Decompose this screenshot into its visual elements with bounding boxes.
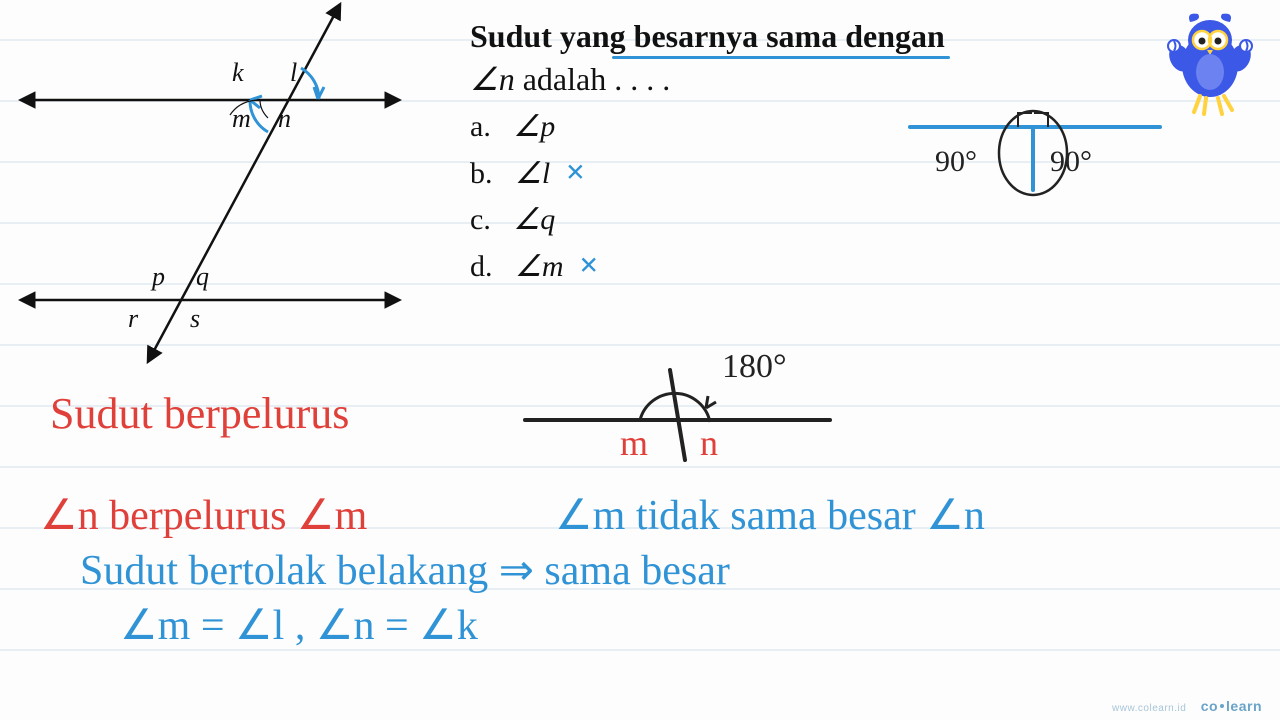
label-n: n [278, 104, 291, 134]
question-line2-after: adalah . . . . [515, 61, 671, 97]
label-q: q [196, 262, 209, 292]
note-berpelurus: Sudut berpelurus [50, 388, 349, 439]
label-k: k [232, 58, 244, 88]
option-b: b. ∠l × [470, 150, 598, 197]
x-mark-icon: × [566, 150, 585, 196]
footer: www.colearn.id colearn [1112, 698, 1262, 714]
question-line1: Sudut yang besarnya sama dengan [470, 18, 945, 55]
underline-icon [612, 56, 950, 59]
mascot-owl-icon [1160, 10, 1260, 120]
label-r: r [128, 304, 138, 334]
mini-n: n [700, 422, 718, 464]
mini-m: m [620, 422, 648, 464]
stage: k l m n p q r s Sudut yang besarnya sama… [0, 0, 1280, 720]
label-p: p [152, 262, 165, 292]
option-d: d. ∠m × [470, 243, 598, 290]
x-mark-icon-2: × [579, 243, 598, 289]
footer-url: www.colearn.id [1112, 703, 1186, 714]
ninety-left: 90° [935, 145, 977, 179]
label-m: m [232, 104, 251, 134]
mini-180-svg [510, 350, 850, 480]
question-angle-n: ∠n [470, 61, 515, 97]
option-a: a. ∠p [470, 104, 598, 150]
note-tidak-sama: ∠m tidak sama besar ∠n [555, 490, 985, 540]
label-s: s [190, 304, 200, 334]
option-c: c. ∠q [470, 197, 598, 243]
note-n-berpelurus-m: ∠n berpelurus ∠m [40, 490, 367, 540]
note-equal: ∠m = ∠l , ∠n = ∠k [120, 600, 478, 650]
label-l: l [290, 58, 297, 88]
mini-180-label: 180° [722, 348, 787, 386]
ninety-right: 90° [1050, 145, 1092, 179]
note-bertolak: Sudut bertolak belakang ⇒ sama besar [80, 545, 730, 595]
diagram-svg [0, 0, 420, 380]
